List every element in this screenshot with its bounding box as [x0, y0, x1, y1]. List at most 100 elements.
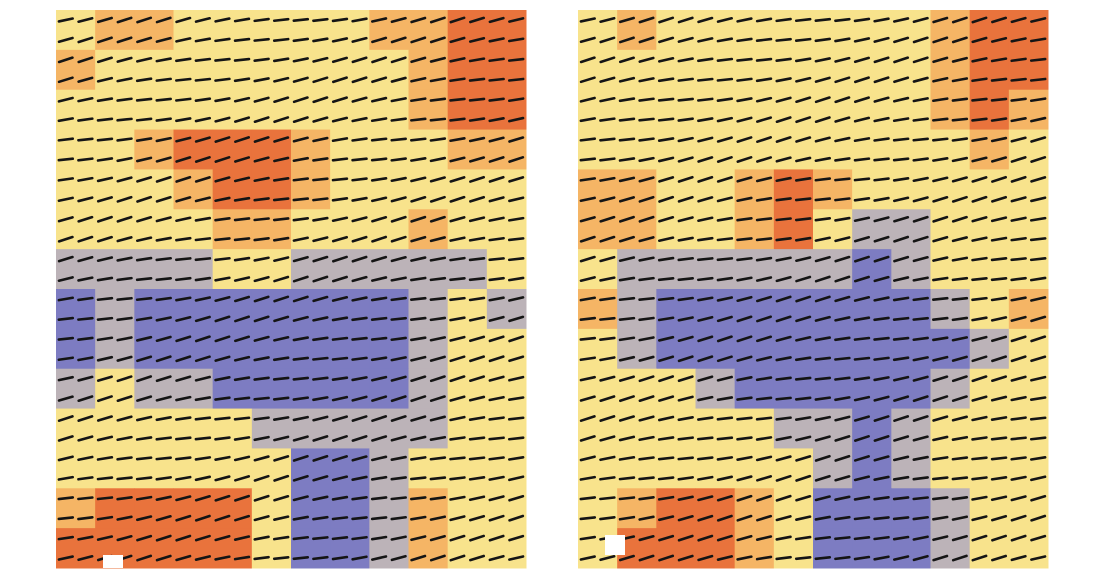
orientation-segment: [658, 36, 675, 44]
heatmap-panel: [578, 10, 1049, 569]
heat-cell: [813, 488, 853, 529]
orientation-segment: [331, 316, 349, 322]
heat-cell: [212, 49, 253, 91]
orientation-segment: [253, 416, 270, 421]
orientation-segment: [96, 256, 114, 263]
orientation-segment: [449, 355, 466, 363]
orientation-segment: [638, 16, 655, 24]
orientation-segment: [116, 336, 133, 342]
orientation-segment: [488, 315, 505, 322]
orientation-segment: [136, 56, 153, 63]
orientation-segment: [794, 57, 812, 63]
orientation-segment: [214, 475, 231, 482]
orientation-segment: [599, 16, 616, 23]
orientation-segment: [579, 555, 596, 561]
orientation-segment: [331, 295, 349, 302]
orientation-segment: [1030, 296, 1047, 302]
heat-cell: [447, 368, 488, 410]
heat-cell: [656, 169, 696, 210]
orientation-segment: [853, 376, 871, 381]
heat-cell: [813, 209, 853, 250]
orientation-segment: [135, 436, 153, 441]
orientation-segment: [351, 137, 368, 142]
orientation-segment: [990, 117, 1008, 122]
orientation-segment: [57, 496, 75, 501]
orientation-segment: [599, 296, 616, 302]
orientation-segment: [716, 136, 733, 143]
orientation-segment: [488, 456, 505, 461]
orientation-segment: [116, 117, 133, 122]
orientation-segment: [697, 77, 714, 82]
orientation-segment: [736, 416, 753, 421]
heat-cell: [291, 10, 331, 51]
orientation-segment: [619, 215, 635, 223]
heat-cell: [291, 209, 331, 250]
orientation-segment: [736, 196, 753, 203]
orientation-segment: [116, 195, 133, 203]
orientation-segment: [429, 236, 446, 243]
orientation-segment: [331, 336, 349, 341]
orientation-segment: [194, 276, 212, 282]
orientation-segment: [469, 16, 486, 24]
orientation-segment: [951, 375, 968, 383]
heat-cell: [813, 89, 853, 131]
orientation-segment: [390, 76, 407, 83]
orientation-segment: [155, 236, 172, 242]
heat-cell: [969, 10, 1010, 51]
orientation-segment: [312, 376, 329, 381]
heat-cell: [251, 249, 292, 290]
orientation-segment: [449, 137, 466, 143]
orientation-segment: [1010, 276, 1027, 282]
orientation-segment: [77, 476, 94, 481]
orientation-segment: [579, 516, 597, 521]
orientation-segment: [775, 416, 792, 421]
orientation-segment: [331, 376, 349, 381]
orientation-segment: [116, 77, 133, 83]
orientation-segment: [96, 515, 114, 521]
orientation-segment: [488, 156, 505, 163]
orientation-segment: [775, 156, 792, 163]
orientation-segment: [657, 236, 675, 243]
orientation-segment: [912, 336, 929, 342]
orientation-segment: [991, 375, 1008, 383]
orientation-segment: [912, 157, 929, 162]
orientation-segment: [912, 496, 929, 501]
orientation-segment: [292, 295, 309, 303]
orientation-segment: [57, 196, 74, 203]
orientation-segment: [971, 117, 988, 122]
heat-cell: [734, 89, 775, 131]
orientation-segment: [77, 356, 94, 362]
heat-cell: [291, 368, 331, 410]
orientation-segment: [116, 296, 133, 301]
orientation-segment: [194, 436, 212, 441]
heat-cell: [852, 328, 892, 370]
orientation-segment: [853, 536, 871, 541]
orientation-segment: [214, 77, 231, 82]
orientation-segment: [292, 415, 309, 422]
heat-cell: [969, 209, 1010, 250]
orientation-segment: [194, 534, 211, 542]
orientation-segment: [155, 277, 172, 282]
orientation-segment: [1010, 335, 1027, 343]
orientation-segment: [331, 435, 348, 442]
orientation-segment: [853, 495, 871, 501]
orientation-segment: [638, 56, 655, 63]
orientation-segment: [214, 237, 231, 242]
orientation-segment: [273, 474, 290, 482]
orientation-segment: [77, 176, 94, 182]
orientation-segment: [449, 156, 466, 163]
orientation-segment: [449, 117, 466, 122]
heat-cell: [408, 448, 449, 489]
orientation-segment: [892, 296, 910, 302]
orientation-segment: [194, 57, 212, 62]
heat-cell: [173, 368, 214, 410]
orientation-segment: [1010, 37, 1027, 43]
orientation-segment: [371, 555, 388, 561]
orientation-segment: [312, 177, 329, 182]
orientation-segment: [658, 16, 675, 24]
heat-cell: [773, 209, 814, 250]
orientation-segment: [214, 396, 231, 401]
orientation-segment: [351, 415, 368, 422]
orientation-segment: [932, 336, 949, 342]
orientation-segment: [775, 96, 792, 103]
